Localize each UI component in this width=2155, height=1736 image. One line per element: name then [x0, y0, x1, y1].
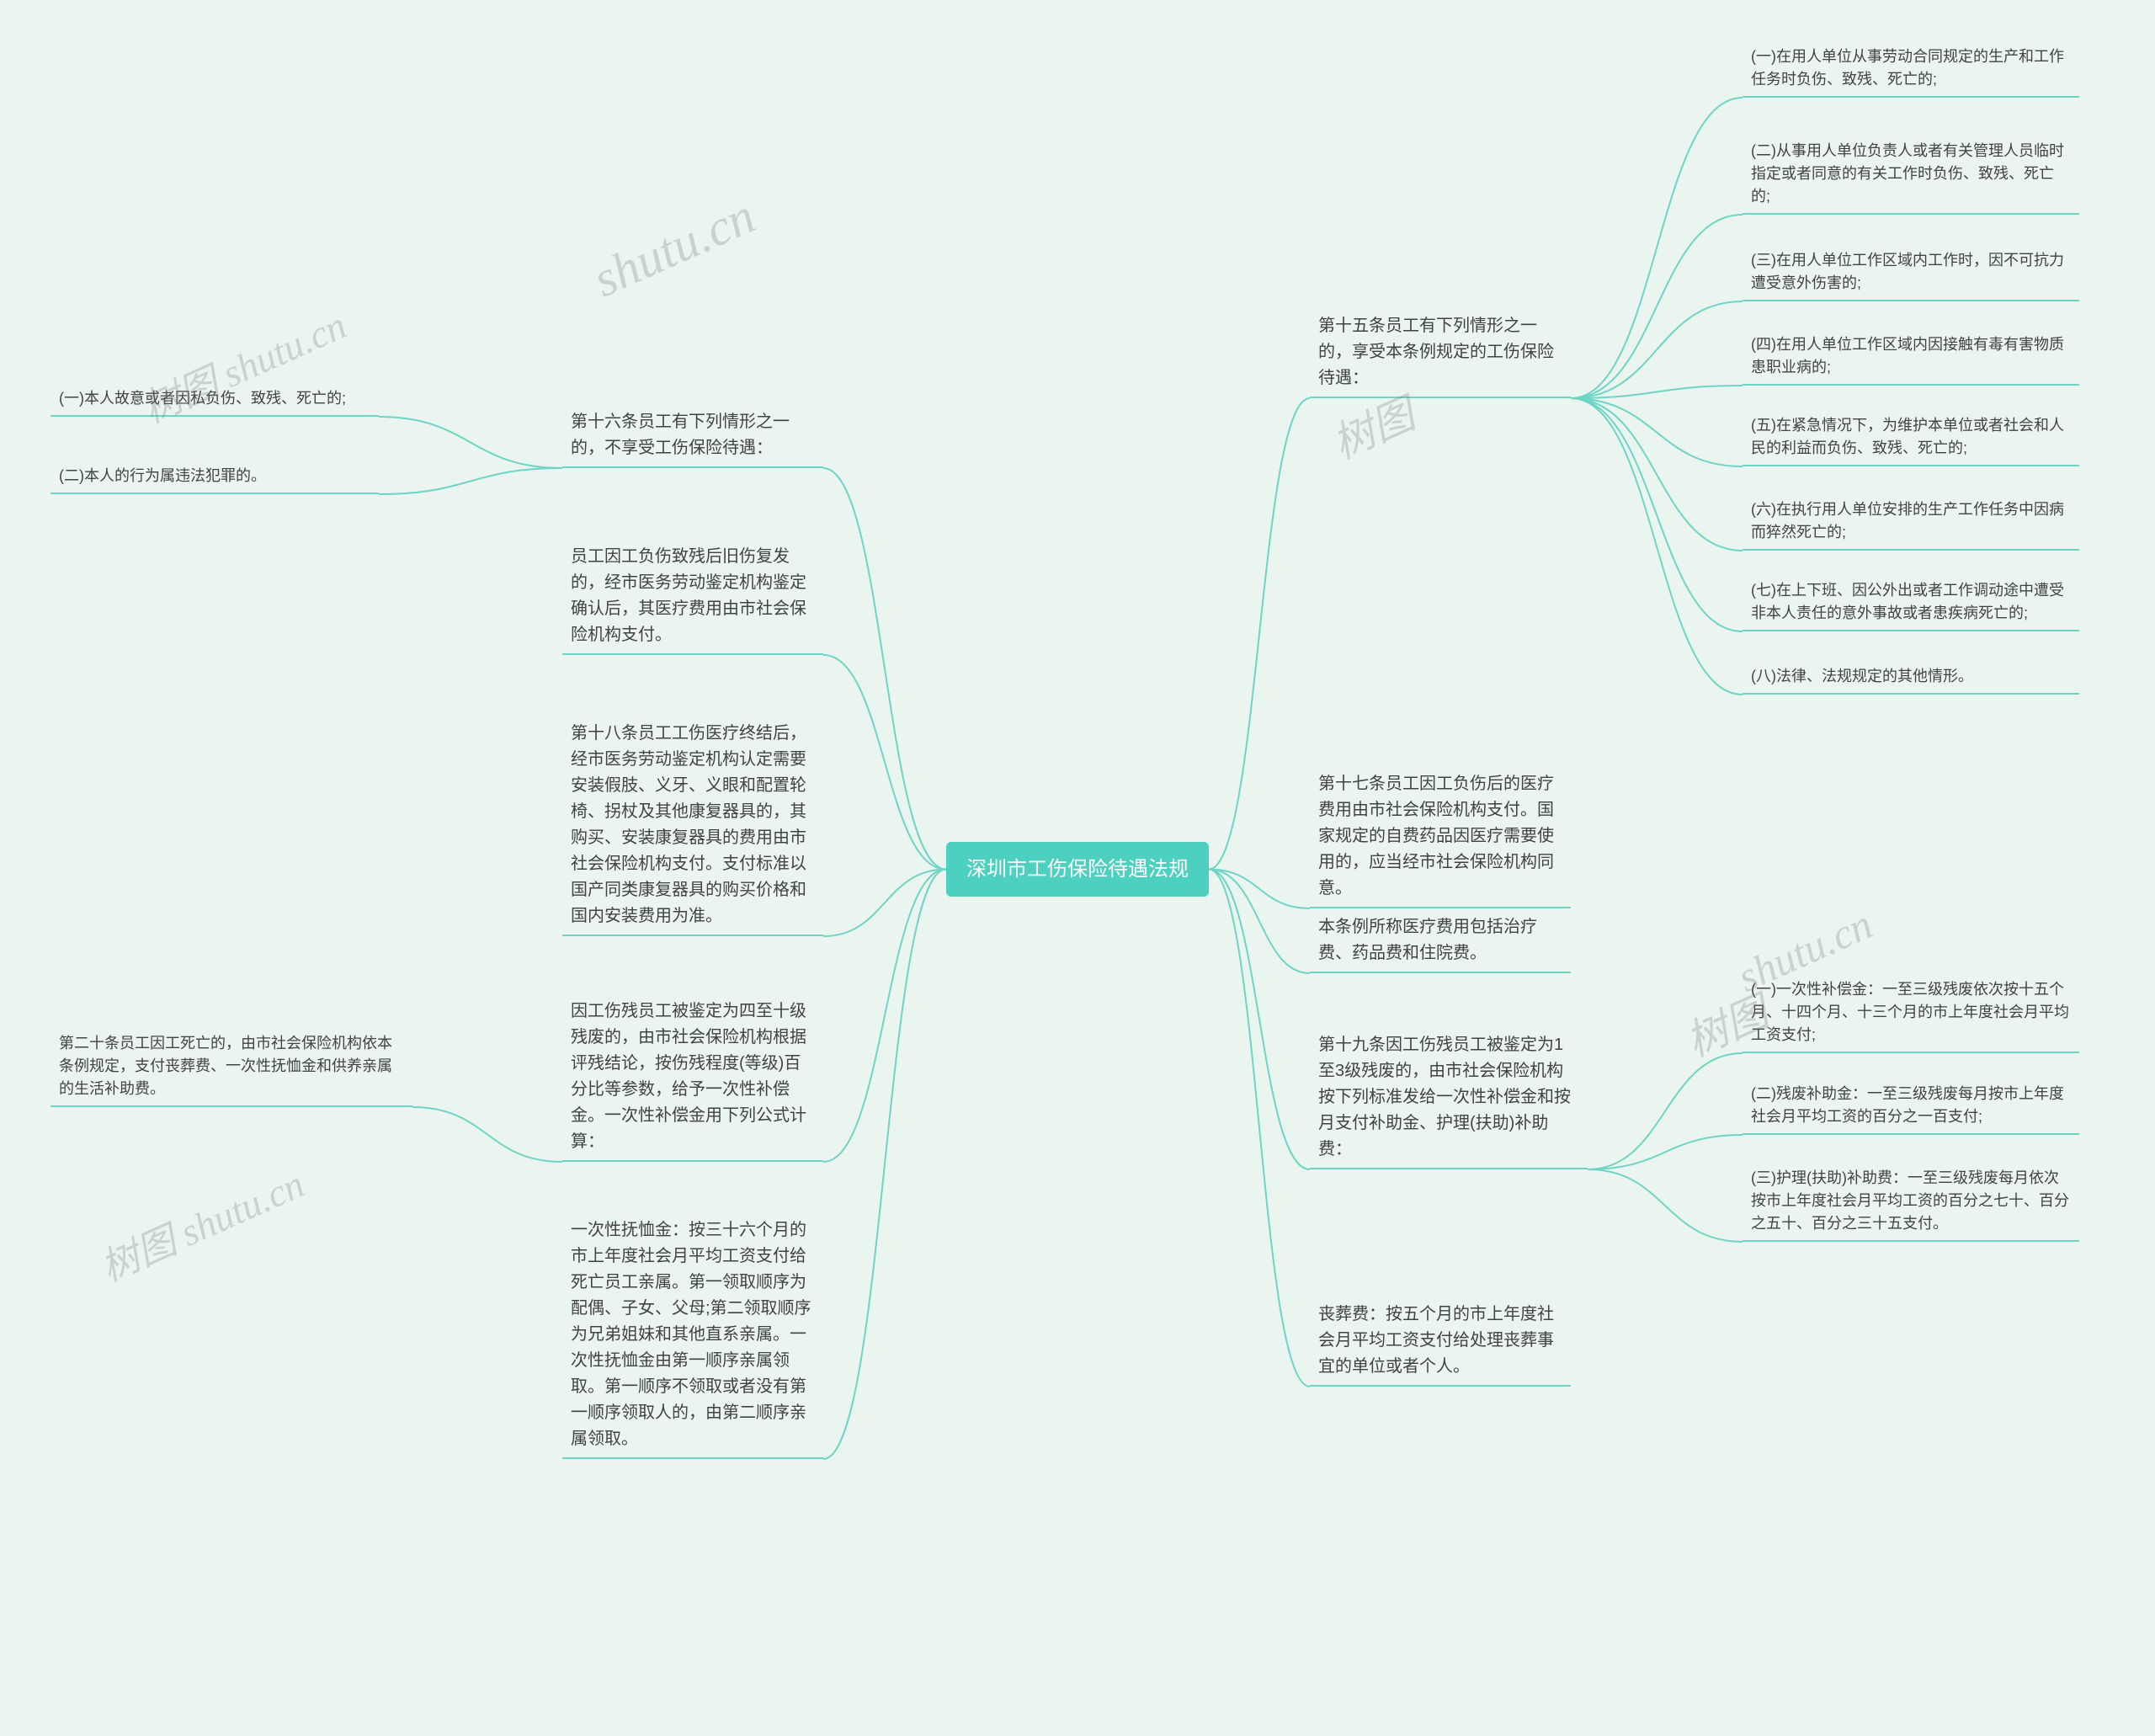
branch-node-l1: 第十六条员工有下列情形之一的，不享受工伤保险待遇： [562, 404, 823, 468]
leaf-node-r1c6: (六)在执行用人单位安排的生产工作任务中因病而猝然死亡的; [1743, 493, 2079, 551]
branch-node-l4: 因工伤残员工被鉴定为四至十级残废的，由市社会保险机构根据评残结论，按伤残程度(等… [562, 993, 823, 1162]
branch-node-r5: 丧葬费：按五个月的市上年度社会月平均工资支付给处理丧葬事宜的单位或者个人。 [1310, 1297, 1571, 1387]
leaf-node-l1c2: (二)本人的行为属违法犯罪的。 [51, 460, 379, 494]
branch-node-r3: 本条例所称医疗费用包括治疗费、药品费和住院费。 [1310, 909, 1571, 973]
leaf-node-r1c2: (二)从事用人单位负责人或者有关管理人员临时指定或者同意的有关工作时负伤、致残、… [1743, 135, 2079, 215]
branch-node-r1: 第十五条员工有下列情形之一的，享受本条例规定的工伤保险待遇： [1310, 308, 1571, 398]
leaf-node-r1c7: (七)在上下班、因公外出或者工作调动途中遭受非本人责任的意外事故或者患疾病死亡的… [1743, 574, 2079, 631]
leaf-node-r1c1: (一)在用人单位从事劳动合同规定的生产和工作任务时负伤、致残、死亡的; [1743, 40, 2079, 98]
leaf-node-r1c4: (四)在用人单位工作区域内因接触有毒有害物质患职业病的; [1743, 328, 2079, 386]
root-node: 深圳市工伤保险待遇法规 [946, 842, 1209, 897]
branch-node-r2: 第十七条员工因工负伤后的医疗费用由市社会保险机构支付。国家规定的自费药品因医疗需… [1310, 766, 1571, 908]
branch-node-l2: 员工因工负伤致残后旧伤复发的，经市医务劳动鉴定机构鉴定确认后，其医疗费用由市社会… [562, 539, 823, 655]
leaf-node-r4c2: (二)残废补助金：一至三级残废每月按市上年度社会月平均工资的百分之一百支付; [1743, 1078, 2079, 1135]
branch-node-l5: 一次性抚恤金：按三十六个月的市上年度社会月平均工资支付给死亡员工亲属。第一领取顺… [562, 1212, 823, 1459]
branch-node-r4: 第十九条因工伤残员工被鉴定为1至3级残废的，由市社会保险机构按下列标准发给一次性… [1310, 1027, 1588, 1169]
watermark: 树图 shutu.cn [91, 1153, 312, 1292]
leaf-node-r1c3: (三)在用人单位工作区域内工作时，因不可抗力遭受意外伤害的; [1743, 244, 2079, 301]
leaf-node-r4c1: (一)一次性补偿金：一至三级残废依次按十五个月、十四个月、十三个月的市上年度社会… [1743, 973, 2079, 1053]
branch-node-l3: 第十八条员工工伤医疗终结后，经市医务劳动鉴定机构认定需要安装假肢、义牙、义眼和配… [562, 716, 823, 936]
leaf-node-l1c1: (一)本人故意或者因私负伤、致残、死亡的; [51, 382, 379, 417]
leaf-node-l4c1: 第二十条员工因工死亡的，由市社会保险机构依本条例规定，支付丧葬费、一次性抚恤金和… [51, 1027, 412, 1107]
watermark: shutu.cn [585, 187, 764, 309]
leaf-node-r1c5: (五)在紧急情况下，为维护本单位或者社会和人民的利益而负伤、致残、死亡的; [1743, 409, 2079, 466]
leaf-node-r4c3: (三)护理(扶助)补助费：一至三级残废每月依次按市上年度社会月平均工资的百分之七… [1743, 1162, 2079, 1242]
leaf-node-r1c8: (八)法律、法规规定的其他情形。 [1743, 660, 2079, 695]
